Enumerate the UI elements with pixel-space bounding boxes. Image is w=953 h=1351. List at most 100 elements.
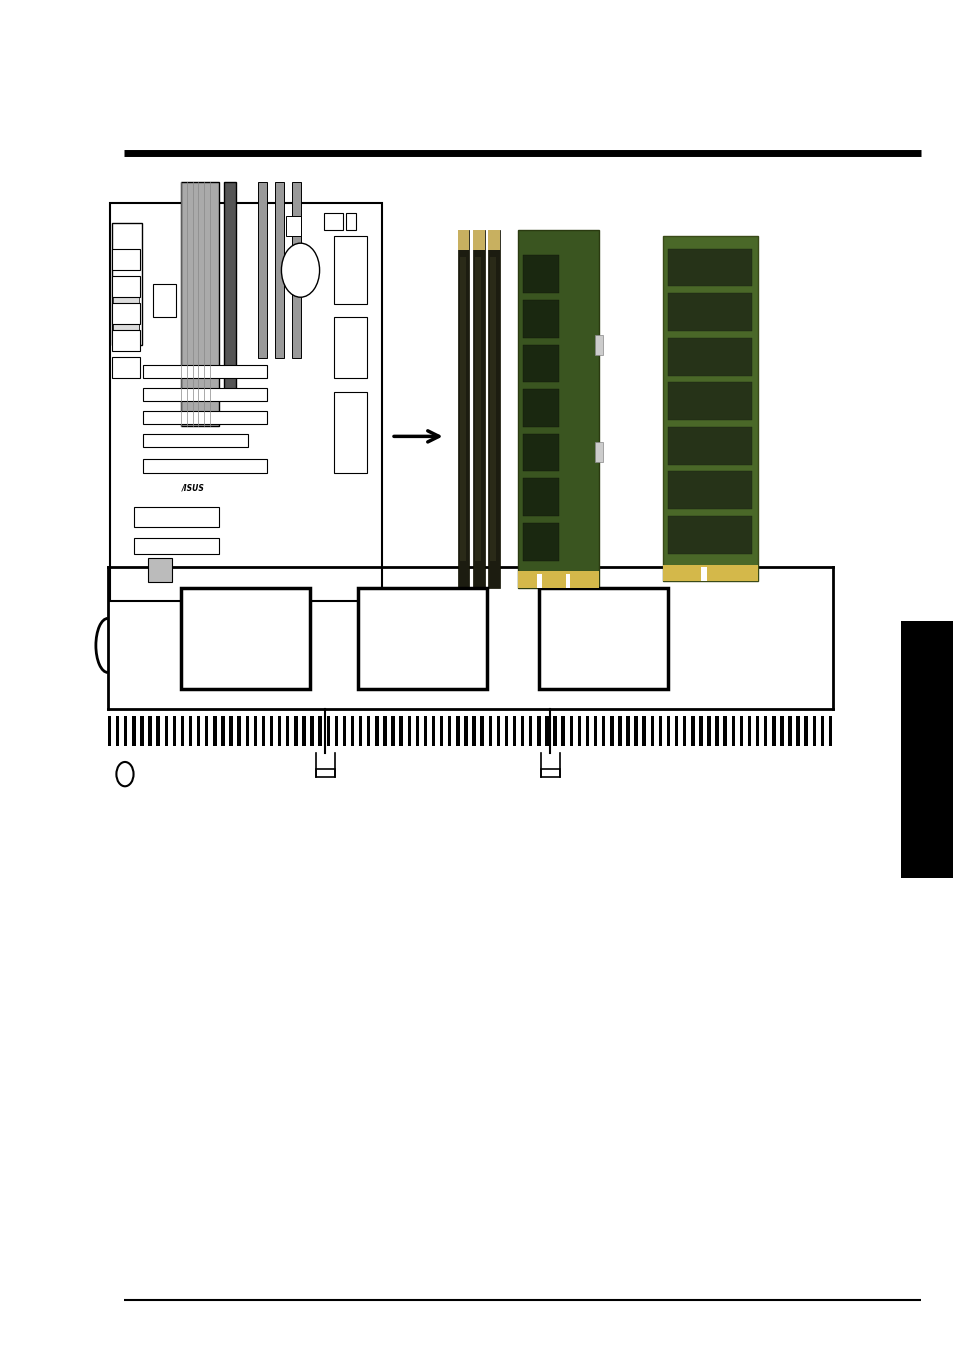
Bar <box>181 588 310 689</box>
Bar <box>667 338 751 376</box>
Circle shape <box>116 762 133 786</box>
Bar <box>828 716 831 746</box>
Text: /ISUS: /ISUS <box>181 484 204 492</box>
Bar <box>522 389 558 427</box>
Bar <box>658 716 661 746</box>
Bar <box>112 303 140 324</box>
Bar <box>143 388 267 401</box>
Bar <box>457 230 469 250</box>
Bar <box>609 716 613 746</box>
Bar <box>667 427 751 465</box>
Bar <box>747 716 750 746</box>
Bar <box>407 716 411 746</box>
Bar <box>383 716 386 746</box>
Bar <box>180 716 184 746</box>
Bar <box>357 588 486 689</box>
Bar <box>667 249 751 286</box>
Bar <box>257 182 267 358</box>
Bar <box>351 716 354 746</box>
Bar <box>666 716 670 746</box>
Bar <box>601 716 605 746</box>
Bar <box>504 716 508 746</box>
Bar <box>457 230 469 588</box>
Bar <box>517 571 598 588</box>
Bar <box>310 716 314 746</box>
Bar <box>334 317 367 378</box>
Bar <box>475 257 480 561</box>
Bar <box>522 523 558 561</box>
Bar <box>140 716 144 746</box>
Bar <box>517 230 598 588</box>
Bar <box>593 716 597 746</box>
Bar <box>667 382 751 420</box>
Bar <box>803 716 807 746</box>
Bar <box>667 516 751 554</box>
Bar <box>152 284 176 317</box>
Bar <box>115 716 119 746</box>
Bar <box>286 716 289 746</box>
Bar <box>667 471 751 509</box>
Bar <box>641 716 645 746</box>
Bar <box>245 716 249 746</box>
Bar <box>538 588 667 689</box>
Bar <box>522 434 558 471</box>
Bar <box>715 716 718 746</box>
Bar <box>578 716 580 746</box>
Bar <box>224 182 235 399</box>
Bar <box>335 716 337 746</box>
Bar <box>148 558 172 582</box>
Bar <box>529 716 532 746</box>
Bar <box>391 716 395 746</box>
Bar <box>432 716 435 746</box>
Bar <box>112 307 139 331</box>
Bar <box>237 716 240 746</box>
Circle shape <box>281 243 319 297</box>
Bar <box>205 716 209 746</box>
Bar <box>181 182 219 426</box>
Bar <box>459 257 465 561</box>
Bar <box>342 716 346 746</box>
Bar <box>488 230 499 588</box>
Bar <box>277 716 281 746</box>
Bar <box>537 574 541 588</box>
Bar <box>112 223 142 345</box>
Bar <box>112 277 139 304</box>
Bar <box>286 216 300 236</box>
Bar <box>464 716 467 746</box>
Bar <box>416 716 418 746</box>
Bar <box>213 716 216 746</box>
Bar <box>253 716 256 746</box>
Bar <box>780 716 782 746</box>
Bar <box>132 716 135 746</box>
Bar <box>763 716 766 746</box>
Bar <box>423 716 427 746</box>
Bar <box>522 300 558 338</box>
Bar <box>565 574 570 588</box>
Bar <box>473 230 484 250</box>
Bar <box>537 716 540 746</box>
Bar <box>164 716 168 746</box>
Bar <box>133 538 219 554</box>
Bar <box>569 716 573 746</box>
Bar <box>682 716 686 746</box>
Bar <box>497 716 499 746</box>
Bar <box>143 459 267 473</box>
Bar <box>472 716 476 746</box>
Bar <box>706 716 710 746</box>
Bar <box>662 236 758 581</box>
Bar <box>189 716 193 746</box>
Bar <box>787 716 791 746</box>
Bar <box>326 716 330 746</box>
Bar <box>513 716 516 746</box>
Bar <box>294 716 297 746</box>
Bar <box>490 257 496 561</box>
Bar <box>399 716 402 746</box>
Bar <box>796 716 799 746</box>
Bar <box>143 434 248 447</box>
Bar <box>292 182 301 358</box>
Bar <box>522 478 558 516</box>
Bar <box>662 565 758 581</box>
Bar <box>112 276 140 297</box>
Bar <box>900 621 953 878</box>
Bar <box>112 249 140 270</box>
